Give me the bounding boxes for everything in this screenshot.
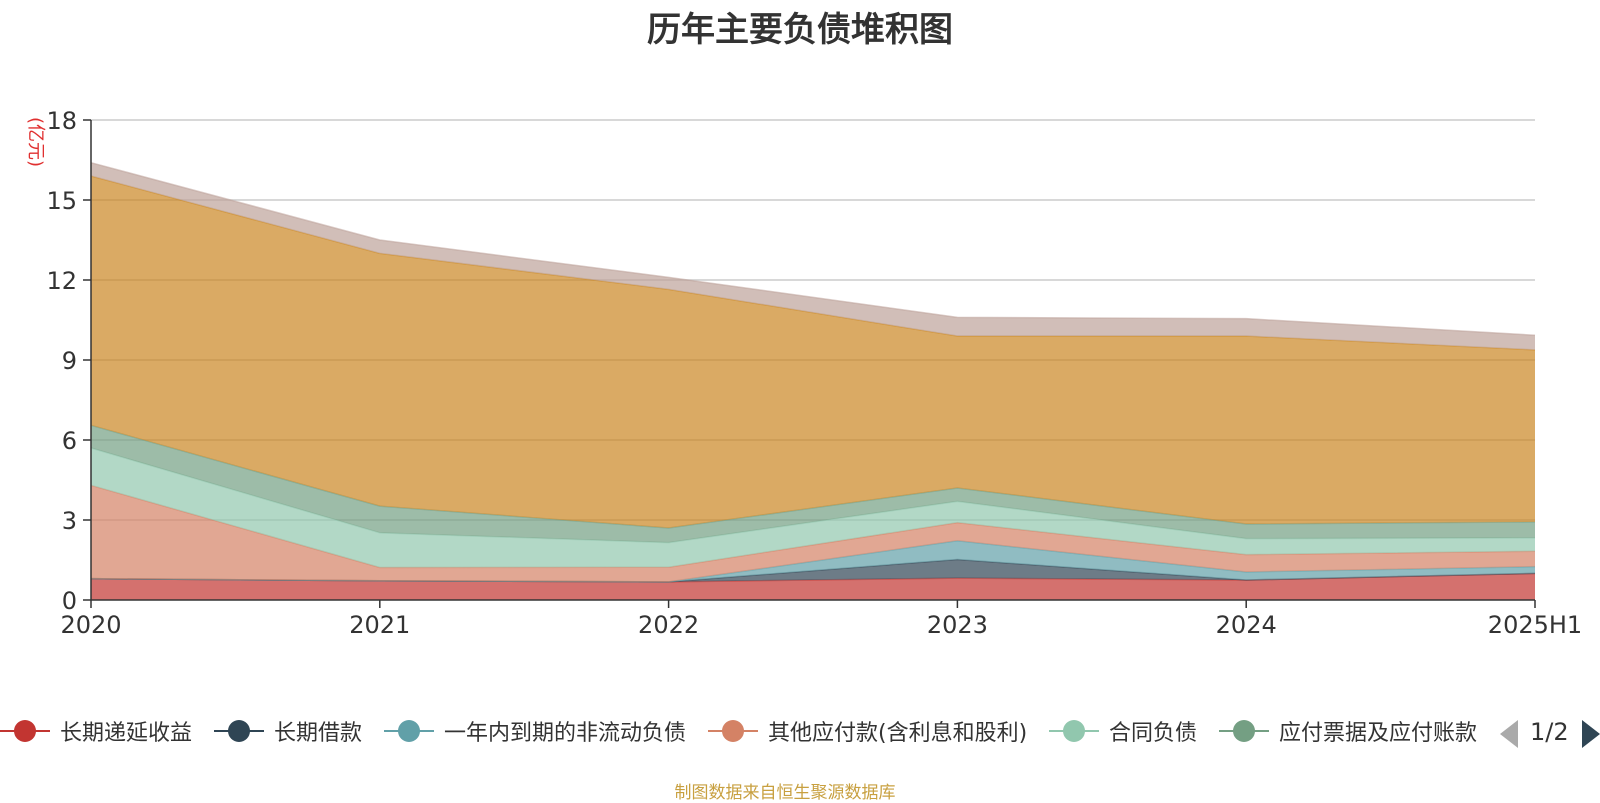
y-tick-label: 9 [62,347,77,375]
legend-label: 长期递延收益 [60,721,193,746]
x-tick-label: 2024 [1216,611,1277,639]
axes: 0 3 6 9 12 15 18 2020 2021 2022 2023 2024 2025H1 [46,107,1582,639]
legend-item[interactable]: 其他应付款(含利息和股利) [708,713,1027,749]
legend-swatch-icon [1049,713,1099,749]
area-series-1 [91,559,1535,582]
x-tick-label: 2020 [60,611,121,639]
legend-label: 长期借款 [274,721,363,746]
legend-pager: 1/2 [1500,718,1600,748]
area-series-layer [90,161,1536,600]
legend-label: 应付票据及应付账款 [1279,721,1478,746]
legend-swatch-icon [0,713,50,749]
area-series-line-3 [90,484,1536,569]
legend-item[interactable]: 长期借款 [214,713,362,749]
area-series-line-2 [90,540,1536,583]
legend-item[interactable]: 一年内到期的非流动负债 [384,713,686,749]
legend-label: 其他应付款(含利息和股利) [768,721,1028,746]
area-series-7 [91,162,1535,350]
legend-prev-page-arrow-icon[interactable] [1500,720,1518,748]
x-tick-label: 2023 [927,611,988,639]
legend-item[interactable]: 长期递延收益 [0,713,192,749]
x-tick-label: 2021 [349,611,410,639]
area-series-5 [91,425,1535,543]
x-tick-label: 2022 [638,611,699,639]
y-tick-label: 6 [62,427,77,455]
legend-item[interactable]: 应付票据及应付账款 [1219,713,1477,749]
y-tick-label: 3 [62,507,77,535]
area-series-3 [91,485,1535,582]
x-tick-label: 2025H1 [1488,611,1582,639]
legend-label: 合同负债 [1109,721,1198,746]
area-series-4 [91,448,1535,568]
y-tick-label: 12 [46,267,77,295]
y-tick-label: 0 [62,587,77,615]
area-series-line-7 [90,161,1536,336]
y-tick-label: 15 [46,187,77,215]
chart-title: 历年主要负债堆积图 [647,10,953,50]
y-axis-unit-label: (亿元) [25,117,46,167]
y-tick-label: 18 [46,107,77,135]
area-series-6 [91,176,1535,528]
legend-label: 一年内到期的非流动负债 [444,721,687,746]
legend-next-page-arrow-icon[interactable] [1582,720,1600,748]
legend-item[interactable]: 合同负债 [1049,713,1197,749]
legend: 长期递延收益 长期借款 一年内到期的非流动负债 其他应付款(含利息和股利) 合同负债 应付… [0,713,1482,749]
legend-swatch-icon [708,713,758,749]
legend-swatch-icon [214,713,264,749]
legend-swatch-icon [1219,713,1269,749]
legend-page-indicator: 1/2 [1530,718,1569,746]
data-source-note: 制图数据来自恒生聚源数据库 [674,783,896,803]
legend-swatch-icon [384,713,434,749]
